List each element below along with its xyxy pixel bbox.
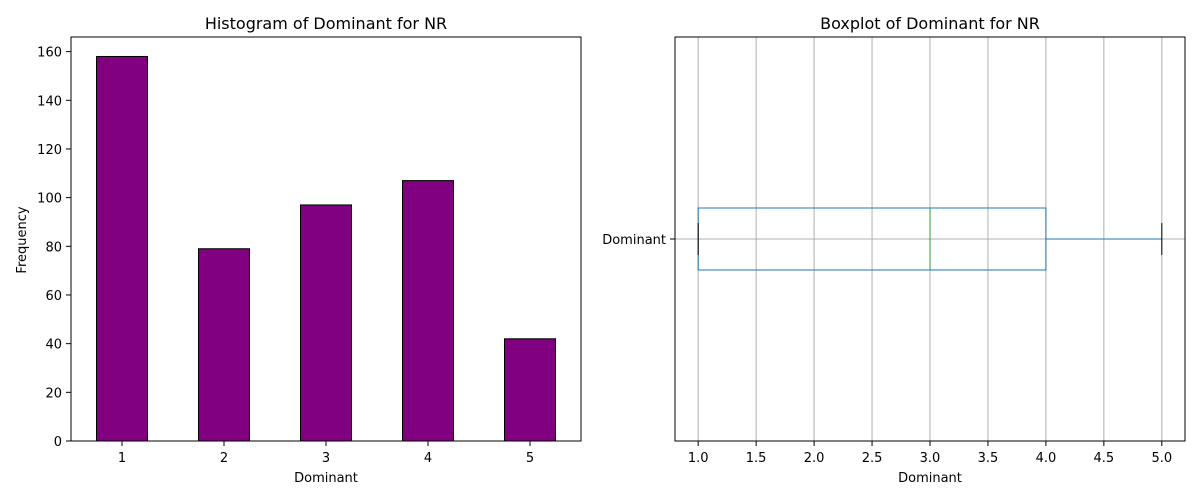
histogram-x-tick-label: 2 (220, 451, 228, 466)
histogram-bar-2 (198, 248, 250, 442)
histogram-y-tick-label: 100 (37, 192, 62, 207)
boxplot-x-tick-label: 3.5 (978, 451, 999, 466)
boxplot-x-tick-label: 4.0 (1036, 451, 1057, 466)
boxplot-x-tick-label: 3.0 (920, 451, 941, 466)
boxplot-x-tick-label: 2.0 (804, 451, 825, 466)
histogram-plot-frame (70, 36, 582, 442)
boxplot-x-axis-label: Dominant (898, 471, 962, 486)
histogram-y-ticks: 0 20 40 60 80 100 120 140 160 (37, 46, 71, 450)
boxplot-x-tick-label: 1.5 (746, 451, 767, 466)
histogram-bar-4 (402, 180, 454, 442)
boxplot-title: Boxplot of Dominant for NR (820, 14, 1040, 33)
histogram-title: Histogram of Dominant for NR (205, 14, 447, 33)
histogram-y-tick-label: 160 (37, 46, 62, 61)
histogram-y-tick-label: 80 (45, 240, 62, 255)
boxplot-x-tick-label: 1.0 (688, 451, 709, 466)
boxplot-x-tick-label: 2.5 (862, 451, 883, 466)
boxplot-panel: Boxplot of Dominant for NR Dominant 1.0 1… (602, 14, 1186, 486)
histogram-x-axis-label: Dominant (294, 471, 358, 486)
histogram-panel: Histogram of Dominant for NR Dominant Fr… (15, 14, 582, 486)
histogram-x-tick-label: 5 (526, 451, 534, 466)
histogram-x-tick-label: 1 (118, 451, 126, 466)
histogram-bar-5 (504, 338, 556, 442)
boxplot-x-tick-label: 4.5 (1094, 451, 1115, 466)
histogram-x-tick-label: 4 (424, 451, 432, 466)
histogram-y-tick-label: 60 (45, 289, 62, 304)
histogram-bars (96, 55, 556, 442)
histogram-y-tick-label: 40 (45, 338, 62, 353)
histogram-bar-1 (96, 55, 148, 442)
boxplot-box (697, 207, 1163, 271)
boxplot-y-tick-label: Dominant (602, 233, 666, 248)
boxplot-x-tick-label: 5.0 (1151, 451, 1172, 466)
histogram-x-tick-label: 3 (322, 451, 330, 466)
boxplot-x-ticks: 1.0 1.5 2.0 2.5 3.0 3.5 4.0 4.5 5.0 (688, 441, 1172, 466)
histogram-y-tick-label: 20 (45, 386, 62, 401)
boxplot-y-ticks: Dominant (602, 233, 675, 248)
histogram-x-ticks: 1 2 3 4 5 (118, 441, 534, 466)
histogram-y-axis-label: Frequency (15, 206, 30, 273)
histogram-bar-3 (300, 204, 352, 442)
histogram-y-tick-label: 140 (37, 94, 62, 109)
histogram-y-tick-label: 120 (37, 143, 62, 158)
boxplot-plot-frame (674, 36, 1186, 442)
histogram-y-tick-label: 0 (54, 435, 62, 450)
